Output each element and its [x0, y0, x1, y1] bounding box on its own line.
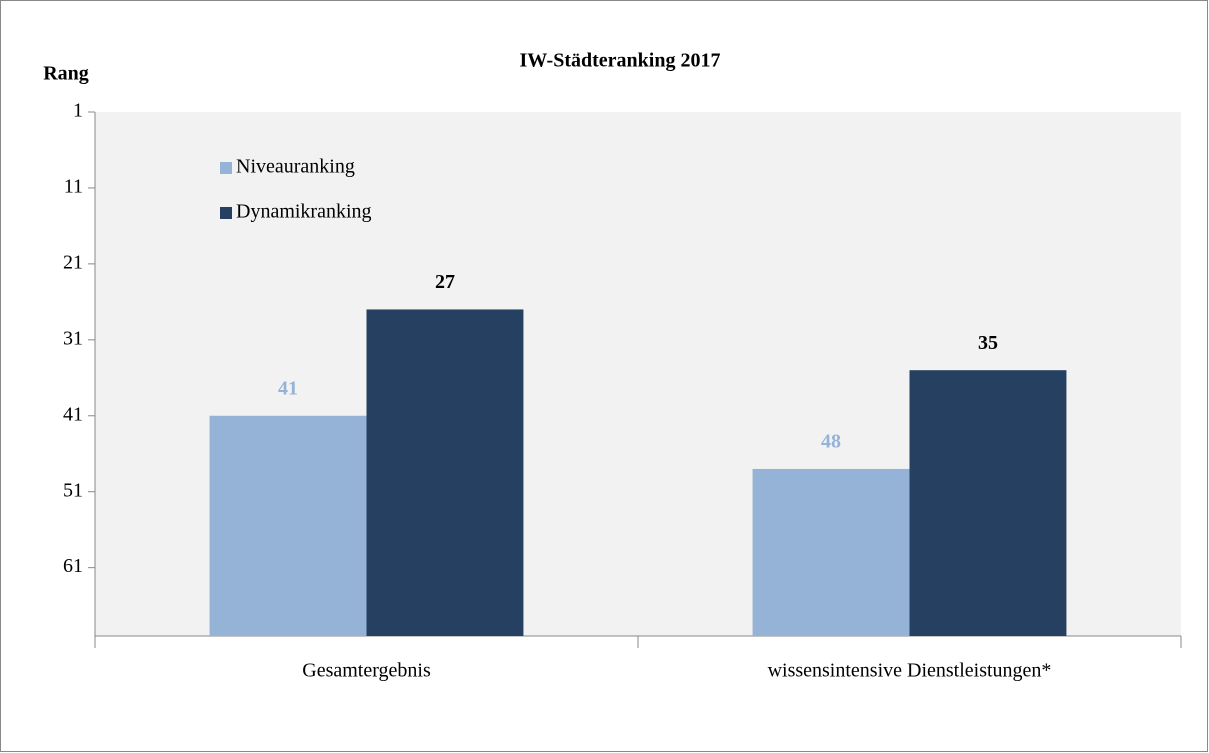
- data-label: 27: [435, 271, 455, 293]
- data-label: 41: [278, 377, 298, 399]
- y-tick-label: 1: [73, 100, 83, 122]
- y-axis-label: Rang: [43, 63, 89, 85]
- legend-label: Dynamikranking: [236, 201, 372, 223]
- legend-swatch: [220, 207, 232, 219]
- chart-title: IW-Städteranking 2017: [520, 50, 721, 72]
- x-tick-label: Gesamtergebnis: [302, 660, 431, 682]
- data-label: 35: [978, 332, 998, 354]
- data-label: 48: [821, 431, 841, 453]
- y-tick-label: 31: [63, 327, 83, 349]
- bar: [752, 468, 910, 636]
- y-tick-label: 21: [63, 251, 83, 273]
- bar: [209, 415, 367, 636]
- x-tick-label: wissensintensive Dienstleistungen*: [768, 660, 1052, 682]
- y-tick-label: 41: [63, 403, 83, 425]
- y-tick-label: 61: [63, 555, 83, 577]
- bar: [366, 309, 524, 636]
- y-tick-label: 11: [64, 176, 83, 198]
- y-tick-label: 51: [63, 479, 83, 501]
- bar: [909, 370, 1067, 636]
- legend-label: Niveauranking: [236, 156, 355, 178]
- legend-swatch: [220, 162, 232, 174]
